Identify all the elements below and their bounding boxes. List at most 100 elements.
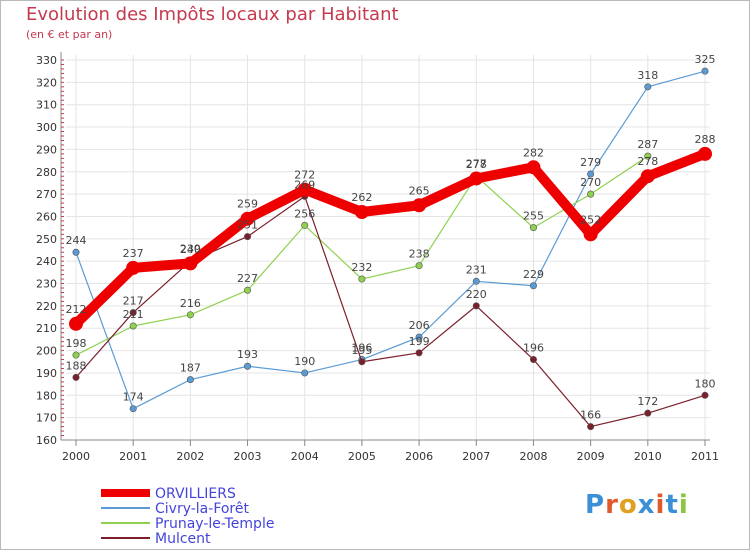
- grid: [66, 55, 710, 441]
- data-label-prunay-le-temple: 287: [637, 138, 658, 151]
- data-label-orvilliers: 265: [409, 184, 430, 197]
- logo-letter: x: [637, 490, 656, 520]
- data-point-civry-la-for-t: [72, 248, 80, 256]
- data-label-orvilliers: 272: [294, 169, 315, 182]
- series-line-mulcent: [75, 195, 706, 428]
- legend-label-civry-la-for-t: Civry-la-Forêt: [155, 501, 249, 517]
- x-tick-label: 2010: [634, 450, 662, 463]
- data-label-prunay-le-temple: 198: [66, 337, 87, 350]
- data-point-mulcent: [72, 373, 80, 381]
- data-point-orvilliers: [469, 171, 484, 186]
- y-tick-label: 260: [36, 210, 57, 223]
- data-label-mulcent: 188: [66, 359, 87, 372]
- data-point-orvilliers: [698, 146, 712, 161]
- data-label-civry-la-for-t: 206: [409, 319, 430, 332]
- data-point-civry-la-for-t: [415, 333, 423, 341]
- data-point-civry-la-for-t: [529, 282, 537, 290]
- y-tick-label: 200: [36, 345, 57, 358]
- data-point-prunay-le-temple: [186, 311, 194, 319]
- data-point-prunay-le-temple: [129, 322, 137, 330]
- data-label-civry-la-for-t: 231: [466, 263, 487, 276]
- axes: 160 170 180 190 200 210 220 230 240 250 260 270 280 2…: [36, 52, 719, 463]
- data-point-mulcent: [472, 302, 480, 310]
- x-tick-label: 2005: [348, 450, 376, 463]
- data-point-orvilliers: [354, 205, 369, 219]
- data-label-mulcent: 199: [409, 335, 430, 348]
- data-label-orvilliers: 259: [237, 198, 258, 211]
- data-point-mulcent: [644, 409, 652, 417]
- data-label-orvilliers: 237: [123, 247, 144, 260]
- y-tick-label: 180: [36, 389, 57, 402]
- data-label-civry-la-for-t: 229: [523, 268, 544, 281]
- data-label-civry-la-for-t: 244: [66, 234, 87, 247]
- data-label-civry-la-for-t: 279: [580, 156, 601, 169]
- data-label-civry-la-for-t: 190: [294, 355, 315, 368]
- data-label-civry-la-for-t: 325: [695, 53, 716, 66]
- data-label-prunay-le-temple: 238: [409, 248, 430, 261]
- data-label-prunay-le-temple: 278: [466, 158, 487, 171]
- logo-letter: o: [618, 490, 638, 520]
- y-tick-label: 250: [36, 233, 57, 246]
- series-line-civry-la-for-t: [75, 70, 706, 410]
- y-tick-label: 310: [36, 99, 57, 112]
- data-label-mulcent: 217: [123, 295, 144, 308]
- y-tick-label: 160: [36, 434, 57, 447]
- data-label-prunay-le-temple: 256: [294, 207, 315, 220]
- logo-letter: i: [655, 490, 666, 520]
- data-point-mulcent: [529, 356, 537, 364]
- data-label-orvilliers: 252: [580, 213, 601, 226]
- data-point-prunay-le-temple: [529, 224, 537, 232]
- legend-label-mulcent: Mulcent: [155, 531, 211, 547]
- data-point-civry-la-for-t: [301, 369, 309, 377]
- data-point-mulcent: [701, 391, 709, 399]
- data-label-prunay-le-temple: 227: [237, 272, 258, 285]
- data-point-prunay-le-temple: [244, 286, 252, 294]
- data-point-civry-la-for-t: [644, 83, 652, 91]
- series-line-orvilliers: [71, 148, 710, 329]
- x-tick-label: 2006: [405, 450, 433, 463]
- data-point-orvilliers: [183, 256, 198, 271]
- x-tick-label: 2004: [291, 450, 319, 463]
- data-label-prunay-le-temple: 232: [351, 261, 372, 274]
- data-label-mulcent: 240: [180, 243, 201, 256]
- data-label-mulcent: 166: [580, 409, 601, 422]
- data-label-prunay-le-temple: 211: [123, 308, 144, 321]
- legend: ORVILLIERSCivry-la-ForêtPrunay-le-Temple…: [101, 486, 274, 547]
- data-point-orvilliers: [69, 316, 83, 331]
- data-label-civry-la-for-t: 196: [351, 342, 372, 355]
- y-tick-label: 170: [36, 412, 57, 425]
- logo-letter: P: [585, 490, 606, 520]
- data-point-orvilliers: [240, 211, 255, 226]
- y-tick-label: 290: [36, 143, 57, 156]
- legend-label-orvilliers: ORVILLIERS: [155, 486, 236, 502]
- y-tick-label: 240: [36, 255, 57, 268]
- data-label-civry-la-for-t: 193: [237, 348, 258, 361]
- y-tick-label: 230: [36, 278, 57, 291]
- y-tick-label: 280: [36, 166, 57, 179]
- data-label-orvilliers: 288: [695, 133, 716, 146]
- data-label-mulcent: 220: [466, 288, 487, 301]
- logo-letter: r: [605, 490, 619, 520]
- data-point-mulcent: [587, 423, 595, 431]
- data-point-orvilliers: [526, 160, 541, 175]
- chart-title: Evolution des Impôts locaux par Habitant: [26, 4, 399, 25]
- data-label-civry-la-for-t: 174: [123, 391, 144, 404]
- x-tick-label: 2009: [577, 450, 605, 463]
- data-label-mulcent: 196: [523, 342, 544, 355]
- y-tick-label: 300: [36, 121, 57, 134]
- data-point-civry-la-for-t: [587, 170, 595, 178]
- data-point-prunay-le-temple: [301, 221, 309, 229]
- data-point-civry-la-for-t: [129, 405, 137, 413]
- data-label-orvilliers: 282: [523, 146, 544, 159]
- data-label-mulcent: 251: [237, 219, 258, 232]
- x-tick-label: 2001: [119, 450, 147, 463]
- data-point-orvilliers: [583, 227, 598, 242]
- data-point-prunay-le-temple: [72, 351, 80, 359]
- data-point-mulcent: [244, 233, 252, 241]
- data-point-orvilliers: [297, 182, 312, 197]
- data-label-prunay-le-temple: 270: [580, 176, 601, 189]
- y-tick-label: 270: [36, 188, 57, 201]
- legend-label-prunay-le-temple: Prunay-le-Temple: [155, 516, 274, 532]
- data-point-prunay-le-temple: [587, 190, 595, 198]
